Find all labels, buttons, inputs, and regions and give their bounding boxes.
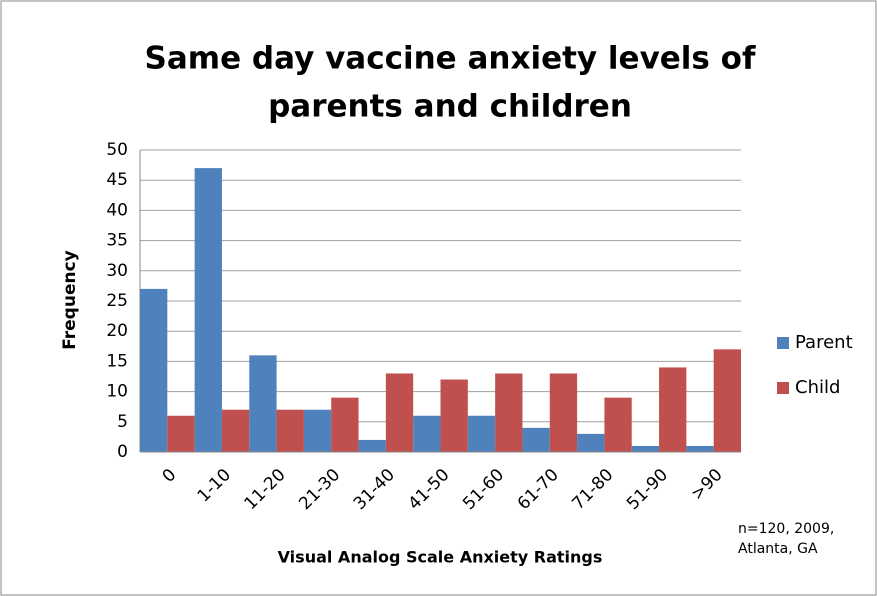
bar (385, 373, 414, 452)
annotation: n=120, 2009, (738, 521, 834, 537)
legend-swatch (777, 382, 789, 394)
bar (495, 373, 523, 452)
bar (194, 168, 222, 452)
bar (331, 397, 359, 452)
bar (577, 433, 605, 452)
y-tick-label: 10 (106, 382, 128, 402)
y-tick-label: 35 (106, 231, 128, 251)
chart-title: Same day vaccine anxiety levels of (145, 41, 756, 77)
bar (221, 409, 250, 452)
bar (276, 409, 304, 452)
bar (249, 355, 277, 452)
y-tick-label: 30 (106, 261, 128, 281)
y-tick-label: 25 (106, 291, 128, 311)
y-tick-label: 40 (106, 200, 128, 220)
y-tick-label: 0 (117, 442, 128, 462)
y-tick-label: 20 (106, 321, 128, 341)
x-axis-label: Visual Analog Scale Anxiety Ratings (278, 548, 603, 567)
bar (522, 427, 550, 452)
bar (713, 349, 741, 452)
bar (686, 445, 714, 452)
bar (631, 445, 660, 452)
legend-swatch (777, 337, 789, 349)
annotation: Atlanta, GA (738, 541, 818, 557)
bar (358, 439, 386, 452)
bar (303, 409, 332, 452)
bar (140, 288, 168, 452)
y-tick-label: 15 (106, 351, 128, 371)
bar (413, 415, 441, 452)
bar (467, 415, 496, 452)
y-tick-label: 5 (117, 412, 128, 432)
y-tick-label: 50 (106, 140, 128, 160)
legend-label: Parent (795, 332, 853, 353)
bar (659, 367, 687, 452)
bar (167, 415, 195, 452)
bar (549, 373, 578, 452)
y-axis-label: Frequency (60, 250, 80, 350)
y-tick-label: 45 (106, 170, 128, 190)
bar (440, 379, 468, 452)
bar (604, 397, 632, 452)
chart-title: parents and children (268, 89, 632, 125)
legend-label: Child (795, 377, 840, 398)
